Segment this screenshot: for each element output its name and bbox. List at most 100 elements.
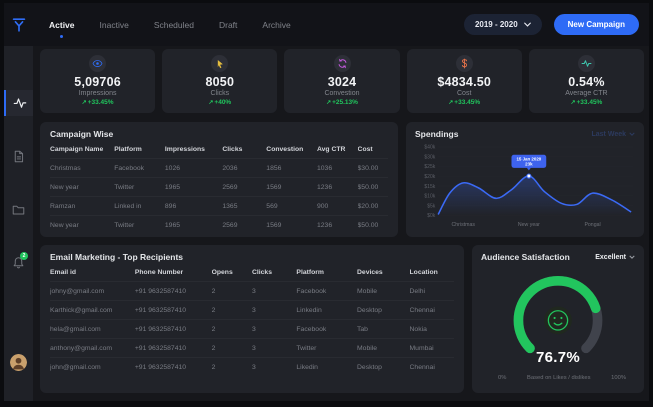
year-range-dropdown[interactable]: 2019 - 2020: [463, 14, 542, 35]
topbar: Active Inactive Scheduled Draft Archive 2019…: [33, 3, 649, 46]
sidebar: 2: [4, 3, 33, 401]
tab-draft[interactable]: Draft: [218, 19, 238, 30]
trend-up-icon: ↗: [208, 100, 214, 106]
tab-scheduled[interactable]: Scheduled: [153, 19, 194, 30]
spendings-filter-label: Last Week: [591, 130, 627, 138]
table-cell: $50.00: [357, 221, 379, 229]
table-cell: 1036: [316, 164, 333, 172]
email-row[interactable]: johny@gmail.com +91 9632587410 2 3 Facebook M…: [50, 281, 454, 300]
column-header: Campaign Name: [50, 146, 104, 153]
table-cell: Christmas: [50, 164, 81, 172]
sidebar-item-notifications[interactable]: 2: [4, 249, 33, 275]
campaign-row[interactable]: Christmas Facebook 1026 2036 1856 1036 $30.00: [50, 158, 388, 177]
svg-text:$5k: $5k: [427, 203, 436, 209]
kpi-value: 8050: [205, 75, 235, 89]
chart-marker-dot: [526, 173, 532, 179]
audience-satisfaction-card: Audience Satisfaction Excellent 76.7% 0%…: [472, 245, 644, 393]
table-cell: Mobile: [357, 344, 378, 352]
table-cell: Likedin: [296, 363, 318, 371]
sidebar-item-reports[interactable]: [4, 143, 33, 169]
table-cell: 1569: [266, 221, 282, 229]
table-cell: Delhi: [409, 287, 426, 295]
table-cell: anthony@gmail.com: [50, 344, 113, 352]
campaign-row[interactable]: Ramzan Linked in 896 1365 569 900 $20.00: [50, 196, 388, 215]
table-cell: 3: [251, 287, 256, 295]
column-header: Clicks: [251, 269, 272, 276]
folder-icon: [12, 205, 25, 214]
campaign-table: Campaign Name Platform Impressions Clicks Co…: [50, 139, 388, 234]
kpi-trend: ↗+33.45%: [81, 99, 114, 106]
campaign-wise-card: Campaign Wise Campaign Name Platform Impre…: [40, 122, 398, 237]
kpi-label: Average CTR: [565, 90, 608, 97]
table-cell: 3: [251, 344, 256, 352]
person-icon: [10, 354, 27, 371]
table-cell: Twitter: [296, 344, 317, 352]
table-cell: $30.00: [357, 164, 379, 172]
table-cell: Facebook: [296, 287, 327, 295]
campaign-row[interactable]: New year Twitter 1965 2569 1569 1236 $50.00: [50, 177, 388, 196]
table-cell: Twitter: [114, 183, 135, 191]
table-cell: +91 9632587410: [134, 325, 187, 333]
table-cell: +91 9632587410: [134, 306, 187, 314]
tab-active[interactable]: Active: [49, 16, 75, 38]
kpi-value: 0.54%: [568, 75, 605, 89]
spendings-filter-dropdown[interactable]: Last Week: [592, 131, 636, 138]
email-row[interactable]: Karthick@gmail.com +91 9632587410 2 3 Linked…: [50, 300, 454, 319]
column-header: Devices: [357, 269, 383, 276]
column-header: Email id: [50, 269, 77, 276]
table-cell: 569: [266, 202, 278, 210]
table-cell: Tab: [357, 325, 368, 333]
svg-text:Pongal: Pongal: [584, 222, 600, 228]
kpi-card-impressions: 5,09706 Impressions ↗+33.45%: [40, 49, 156, 113]
table-cell: Nokia: [409, 325, 427, 333]
table-cell: +91 9632587410: [134, 363, 187, 371]
tab-inactive[interactable]: Inactive: [99, 19, 129, 30]
table-cell: 2569: [222, 183, 238, 191]
document-icon: [14, 150, 24, 162]
gauge-fill: [513, 275, 603, 354]
column-header: Avg CTR: [316, 146, 346, 153]
table-cell: +91 9632587410: [134, 344, 187, 352]
sync-icon: [333, 55, 351, 72]
table-cell: 3: [251, 363, 256, 371]
table-cell: Linkedin: [296, 306, 322, 314]
email-row[interactable]: john@gmail.com +91 9632587410 2 3 Likedin Des…: [50, 357, 454, 376]
new-campaign-button[interactable]: New Campaign: [553, 14, 639, 35]
sidebar-item-files[interactable]: [4, 196, 33, 222]
svg-text:$30k: $30k: [424, 154, 435, 160]
table-cell: $20.00: [357, 202, 379, 210]
sidebar-item-analytics[interactable]: [4, 90, 33, 116]
user-avatar[interactable]: [10, 354, 27, 371]
activity-icon: [13, 98, 26, 108]
trend-up-icon: ↗: [448, 100, 454, 106]
kpi-card-convestion: 3024 Convestion ↗+25.13%: [284, 49, 400, 113]
table-cell: 2: [211, 306, 216, 314]
email-header-row: Email id Phone Number Opens Clicks Platform D…: [50, 262, 454, 281]
email-row[interactable]: anthony@gmail.com +91 9632587410 2 3 Twitter…: [50, 338, 454, 357]
column-header: Opens: [211, 269, 233, 276]
audience-title: Audience Satisfaction: [481, 252, 570, 262]
gauge-value: 76.7%: [535, 349, 581, 366]
table-cell: Facebook: [296, 325, 327, 333]
campaign-row[interactable]: New year Twitter 1965 2569 1569 1236 $50.00: [50, 215, 388, 234]
table-cell: 2: [211, 344, 216, 352]
table-cell: Chennai: [409, 306, 435, 314]
table-cell: New year: [50, 183, 79, 191]
campaign-status-tabs: Active Inactive Scheduled Draft Archive: [49, 16, 291, 38]
column-header: Clicks: [222, 146, 243, 153]
kpi-card-cost: $4834.50 Cost ↗+33.45%: [406, 49, 522, 113]
app-logo[interactable]: [4, 3, 33, 46]
eye-icon: [89, 55, 107, 72]
table-cell: 1365: [222, 202, 238, 210]
table-cell: 896: [164, 202, 177, 210]
audience-filter-dropdown[interactable]: Excellent: [595, 254, 635, 261]
gauge-max-label: 100%: [611, 375, 626, 381]
table-cell: Desktop: [357, 363, 382, 371]
tab-archive[interactable]: Archive: [262, 19, 291, 30]
table-cell: 1856: [266, 164, 282, 172]
email-row[interactable]: hela@gmail.com +91 9632587410 2 3 Facebook Ta…: [50, 319, 454, 338]
kpi-value: 5,09706: [74, 75, 121, 89]
kpi-trend: ↗+25.13%: [326, 99, 358, 106]
table-cell: +91 9632587410: [134, 287, 187, 295]
